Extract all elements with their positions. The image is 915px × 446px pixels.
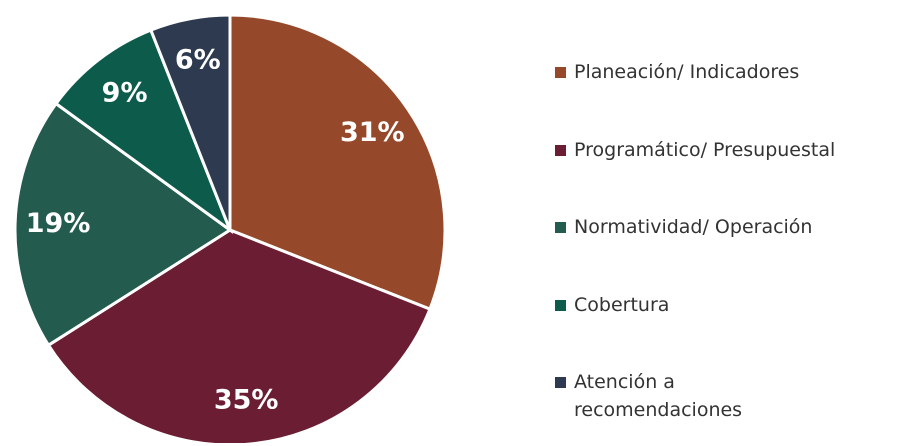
legend-label: Planeación/ Indicadores xyxy=(574,61,800,83)
legend-item: Normatividad/ Operación xyxy=(555,213,915,291)
pie-slice xyxy=(46,228,432,443)
pie-slice xyxy=(53,28,234,235)
legend-swatch xyxy=(555,377,566,388)
legend: Planeación/ Indicadores Programático/ Pre… xyxy=(555,58,915,446)
legend-swatch xyxy=(555,222,566,233)
pie-slice xyxy=(13,101,233,348)
data-label: 19% xyxy=(26,208,91,239)
data-label: 31% xyxy=(340,117,405,148)
legend-swatch xyxy=(555,144,566,156)
pie-slice xyxy=(148,13,232,231)
legend-label: Normatividad/ Operación xyxy=(574,216,813,238)
data-label: 6% xyxy=(175,45,221,76)
legend-label: Atención a recomendaciones xyxy=(574,371,743,421)
legend-swatch xyxy=(555,67,566,78)
legend-item: Programático/ Presupuestal xyxy=(555,136,915,214)
legend-item: Planeación/ Indicadores xyxy=(555,58,915,136)
legend-item: Atención a recomendaciones xyxy=(555,368,915,446)
chart: 31% 35% 19% 9% 6% xyxy=(13,13,447,443)
legend-label: Cobertura xyxy=(574,293,670,316)
legend-label: Programático/ Presupuestal xyxy=(574,138,836,161)
data-label: 35% xyxy=(214,385,279,416)
data-label: 9% xyxy=(102,78,148,109)
legend-swatch xyxy=(555,299,566,311)
pie-slice xyxy=(228,13,447,312)
legend-item: Cobertura xyxy=(555,291,915,369)
